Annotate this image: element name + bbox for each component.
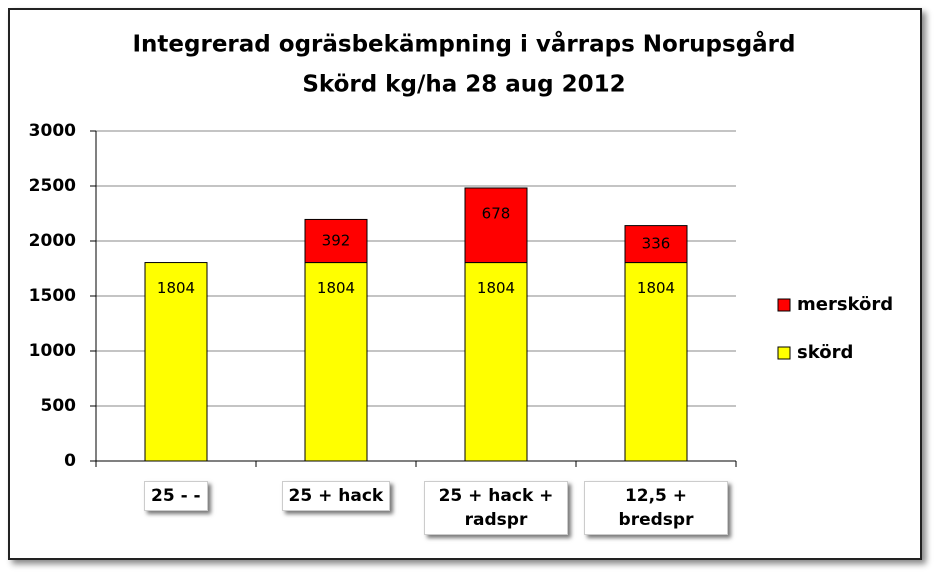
legend-label: merskörd xyxy=(797,294,893,315)
legend-swatch xyxy=(777,298,791,312)
data-label: 1804 xyxy=(317,279,355,297)
x-tick-label: 12,5 + bredspr xyxy=(584,481,728,535)
x-tick-label: 25 + hack xyxy=(281,481,391,511)
y-tick-label: 1000 xyxy=(29,341,76,361)
y-tick-label: 2500 xyxy=(29,176,76,196)
y-tick-label: 3000 xyxy=(29,121,76,141)
y-tick-label: 2000 xyxy=(29,231,76,251)
legend-label: skörd xyxy=(797,342,853,363)
legend-swatch xyxy=(777,346,791,360)
chart-subtitle: Skörd kg/ha 28 aug 2012 xyxy=(302,72,625,98)
bar-segment xyxy=(464,262,528,462)
y-tick-label: 1500 xyxy=(29,286,76,306)
data-label: 1804 xyxy=(157,279,195,297)
y-tick-label: 500 xyxy=(41,396,77,416)
data-label: 678 xyxy=(482,204,511,222)
chart-title: Integrerad ogräsbekämpning i vårraps Nor… xyxy=(133,31,796,58)
x-tick-label: 25 - - xyxy=(144,481,208,511)
bar-segment xyxy=(464,187,528,264)
bar-segment xyxy=(144,262,208,462)
bar-segment xyxy=(304,218,368,264)
data-label: 336 xyxy=(642,235,671,253)
bar-segment xyxy=(624,225,688,264)
x-tick-label: 25 + hack + radspr xyxy=(424,481,568,535)
data-label: 392 xyxy=(322,232,351,250)
data-label: 1804 xyxy=(637,279,675,297)
data-label: 1804 xyxy=(477,279,515,297)
bar-segment xyxy=(304,262,368,462)
y-tick-label: 0 xyxy=(64,451,76,471)
